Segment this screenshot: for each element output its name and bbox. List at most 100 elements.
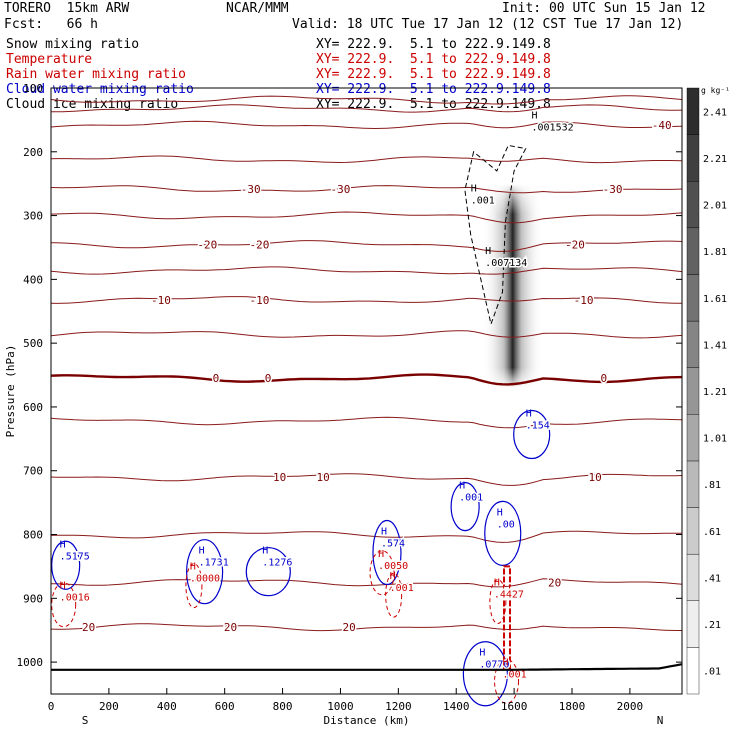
rain-max-marker: H (190, 562, 196, 573)
rain-max-marker: H (494, 578, 500, 589)
colorbar-swatch (686, 367, 700, 415)
ice-max-marker: H (531, 111, 537, 122)
isotherm-label: -40 (652, 119, 672, 132)
cloud-water-contour (186, 539, 224, 605)
colorbar-label: .21 (703, 620, 721, 631)
x-end-label-north: N (657, 714, 664, 727)
header-valid: Valid: 18 UTC Tue 17 Jan 12 (12 CST Tue … (292, 17, 684, 32)
x-axis-label: Distance (km) (323, 714, 409, 727)
isotherm-label: -30 (241, 183, 261, 196)
isotherm-label: 0 (601, 372, 608, 385)
y-axis-label: Pressure (hPa) (4, 345, 17, 438)
legend-range-temperature: XY= 222.9. 5.1 to 222.9.149.8 (316, 52, 551, 67)
y-tick-label: 700 (23, 465, 43, 478)
isotherm-line (50, 266, 683, 275)
y-tick-label: 900 (23, 592, 43, 605)
header-model: TORERO 15km ARW (4, 1, 130, 16)
cloud-water-max-marker: H (526, 409, 532, 420)
colorbar-swatch (686, 647, 700, 695)
isotherm-label: -20 (197, 238, 217, 251)
legend-snow: Snow mixing ratio (6, 37, 140, 52)
colorbar-label: 2.41 (703, 107, 727, 118)
rain-contour (51, 582, 77, 628)
ice-max-marker: H (485, 246, 491, 257)
isotherm-line (50, 211, 683, 224)
rain-max-label: .0000 (190, 574, 220, 585)
x-tick-label: 1800 (559, 700, 586, 713)
cloud-water-max-label: .574 (381, 539, 405, 550)
rain-max-marker: H (378, 549, 384, 560)
header-center: NCAR/MMM (226, 1, 289, 16)
x-tick-label: 0 (48, 700, 55, 713)
cloud-water-contour (450, 481, 480, 532)
rain-max-marker: H (390, 571, 396, 582)
colorbar-label: .81 (703, 480, 721, 491)
isotherm-line (50, 330, 683, 339)
ice-max-marker: H (471, 183, 477, 194)
x-tick-label: 600 (215, 700, 235, 713)
colorbar-swatch (686, 414, 700, 462)
y-tick-label: 1000 (17, 656, 44, 669)
isotherm-line (50, 155, 683, 164)
colorbar-label: 2.01 (703, 201, 727, 212)
cloud-water-max-label: .154 (526, 421, 550, 432)
colorbar-swatch (686, 460, 700, 508)
colorbar-label: 1.41 (703, 340, 727, 351)
rain-max-label: .0016 (60, 593, 90, 604)
rain-max-label: .4427 (494, 590, 524, 601)
isotherm-line (50, 473, 683, 486)
cloud-water-max-marker: H (479, 648, 485, 659)
cloud-water-contour (484, 500, 522, 566)
header-init: Init: 00 UTC Sun 15 Jan 12 (502, 1, 706, 16)
isotherm-label: 20 (82, 621, 95, 634)
isotherm-label: 0 (265, 372, 272, 385)
y-tick-label: 400 (23, 273, 43, 286)
rain-max-label: .001 (503, 669, 527, 680)
rain-contour (494, 658, 520, 704)
y-tick-label: 200 (23, 146, 43, 159)
x-tick-label: 800 (273, 700, 293, 713)
cloud-water-max-marker: H (381, 527, 387, 538)
isotherm-line (50, 530, 683, 543)
cloud-water-max-marker: H (60, 539, 66, 550)
isotherm-line (50, 416, 683, 429)
isotherm-label: -30 (603, 183, 623, 196)
cloud-water-max-label: .5175 (60, 551, 90, 562)
x-tick-label: 1200 (385, 700, 412, 713)
rain-contour (489, 579, 507, 625)
isotherm-label: -20 (565, 238, 585, 251)
x-tick-label: 1400 (443, 700, 470, 713)
y-tick-label: 800 (23, 529, 43, 542)
cloud-water-max-label: .001 (459, 493, 483, 504)
isotherm-label: 10 (316, 471, 329, 484)
isotherm-line (50, 623, 682, 632)
isotherm-label: 0 (213, 372, 220, 385)
x-tick-label: 200 (99, 700, 119, 713)
cloud-water-contour (51, 540, 81, 590)
y-tick-label: 100 (23, 82, 43, 95)
isotherm-label: -10 (574, 294, 594, 307)
colorbar-swatch (686, 181, 700, 229)
x-tick-label: 400 (157, 700, 177, 713)
colorbar-label: .41 (703, 573, 721, 584)
colorbar-label: 1.01 (703, 434, 727, 445)
ice-max-label: .001532 (531, 123, 573, 134)
cloud-water-max-marker: H (459, 481, 465, 492)
colorbar-unit: g kg⁻¹ (701, 86, 730, 95)
terrain-line (51, 663, 683, 671)
colorbar-label: .61 (703, 527, 721, 538)
y-tick-label: 300 (23, 210, 43, 223)
legend-range-rain: XY= 222.9. 5.1 to 222.9.149.8 (316, 67, 551, 82)
ice-max-label: .007134 (485, 258, 527, 269)
isotherm-label: 10 (273, 471, 286, 484)
colorbar-label: 2.21 (703, 154, 727, 165)
x-tick-label: 2000 (617, 700, 644, 713)
colorbar-label: 1.81 (703, 247, 727, 258)
rain-contour (369, 550, 395, 596)
isotherm-line (50, 296, 682, 304)
isotherm-label: -10 (151, 294, 171, 307)
cloud-water-contour (372, 519, 402, 586)
isotherm-label: 10 (589, 471, 602, 484)
legend-range-cloud-water: XY= 222.9. 5.1 to 222.9.149.8 (316, 82, 551, 97)
